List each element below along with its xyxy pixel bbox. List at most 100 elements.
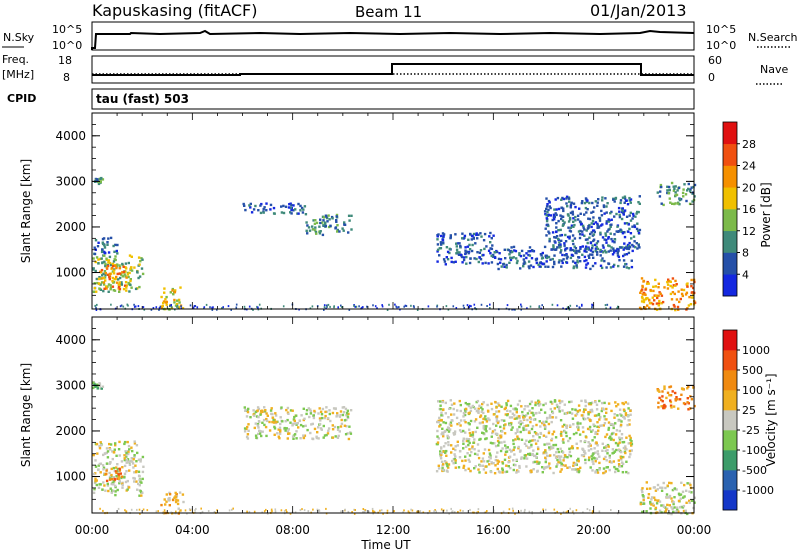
velocity-echo-cell [136,489,138,491]
velocity-echo-cell [93,492,95,494]
velocity-echo-cell [175,511,177,513]
velocity-echo-cell [512,508,514,510]
velocity-echo-cell [574,409,576,411]
power-echo-cell [95,239,97,241]
power-echo-cell [663,286,665,288]
power-echo-cell [463,305,465,307]
power-echo-cell [110,288,112,290]
velocity-echo-cell [303,437,305,439]
velocity-echo-cell [126,510,128,512]
velocity-echo-cell [484,465,486,467]
velocity-colorbar-swatch [723,450,737,470]
velocity-echo-cell [686,401,688,403]
velocity-echo-cell [501,467,503,469]
velocity-echo-cell [303,418,305,420]
velocity-echo-cell [280,416,282,418]
velocity-echo-cell [472,405,474,407]
velocity-echo-cell [574,464,576,466]
velocity-echo-cell [518,446,520,448]
velocity-echo-cell [621,461,623,463]
velocity-echo-cell [259,433,261,435]
power-echo-cell [678,187,680,189]
velocity-echo-cell [257,409,259,411]
power-echo-cell [476,237,478,239]
power-echo-cell [641,277,643,279]
power-echo-cell [336,230,338,232]
power-echo-cell [572,213,574,215]
velocity-echo-cell [287,407,289,409]
velocity-colorbar-tick-label: -25 [742,424,760,437]
power-echo-cell [347,231,349,233]
velocity-echo-cell [675,396,677,398]
velocity-echo-cell [584,462,586,464]
velocity-ytick-label: 2000 [55,424,86,438]
power-echo-cell [468,252,470,254]
velocity-echo-cell [627,472,629,474]
power-echo-cell [565,202,567,204]
velocity-echo-cell [507,446,509,448]
velocity-echo-cell [142,471,144,473]
velocity-echo-cell [503,511,505,513]
velocity-echo-cell [663,385,665,387]
power-echo-cell [546,205,548,207]
power-echo-cell [334,227,336,229]
velocity-echo-cell [516,428,518,430]
power-echo-cell [601,214,603,216]
velocity-echo-cell [598,456,600,458]
nsearch-tick-bottom: 10^0 [706,39,736,52]
velocity-echo-cell [310,423,312,425]
velocity-echo-cell [372,508,374,510]
power-echo-cell [139,260,141,262]
velocity-echo-cell [618,459,620,461]
power-echo-cell [446,256,448,258]
power-echo-cell [343,221,345,223]
power-echo-cell [557,304,559,306]
velocity-echo-cell [231,509,233,511]
power-echo-cell [612,199,614,201]
power-echo-cell [657,295,659,297]
power-echo-cell [681,289,683,291]
velocity-echo-cell [274,434,276,436]
power-echo-cell [669,197,671,199]
velocity-echo-cell [685,502,687,504]
velocity-echo-cell [566,427,568,429]
power-echo-cell [666,189,668,191]
velocity-echo-cell [619,441,621,443]
velocity-echo-cell [535,412,537,414]
velocity-echo-cell [584,459,586,461]
velocity-echo-cell [139,509,141,511]
velocity-echo-cell [657,389,659,391]
power-echo-cell [670,281,672,283]
velocity-echo-cell [229,509,231,511]
velocity-echo-cell [682,491,684,493]
velocity-echo-cell [292,410,294,412]
power-echo-cell [667,287,669,289]
velocity-echo-cell [420,510,422,512]
velocity-echo-cell [446,510,448,512]
power-echo-cell [114,258,116,260]
power-echo-cell [112,277,114,279]
velocity-echo-cell [583,411,585,413]
velocity-echo-cell [495,410,497,412]
velocity-colorbar-swatch [723,370,737,390]
power-echo-cell [465,252,467,254]
velocity-echo-cell [306,429,308,431]
velocity-echo-cell [292,423,294,425]
velocity-echo-cell [490,442,492,444]
velocity-echo-cell [554,509,556,511]
velocity-echo-cell [478,457,480,459]
velocity-echo-cell [175,496,177,498]
power-echo-cell [587,225,589,227]
velocity-echo-cell [620,420,622,422]
power-echo-cell [280,205,282,207]
power-echo-cell [579,260,581,262]
power-echo-cell [315,233,317,235]
velocity-echo-cell [441,428,443,430]
velocity-echo-cell [489,428,491,430]
velocity-echo-cell [500,450,502,452]
velocity-echo-cell [542,421,544,423]
power-echo-cell [678,301,680,303]
velocity-echo-cell [575,432,577,434]
velocity-echo-cell [629,414,631,416]
velocity-echo-cell [577,429,579,431]
